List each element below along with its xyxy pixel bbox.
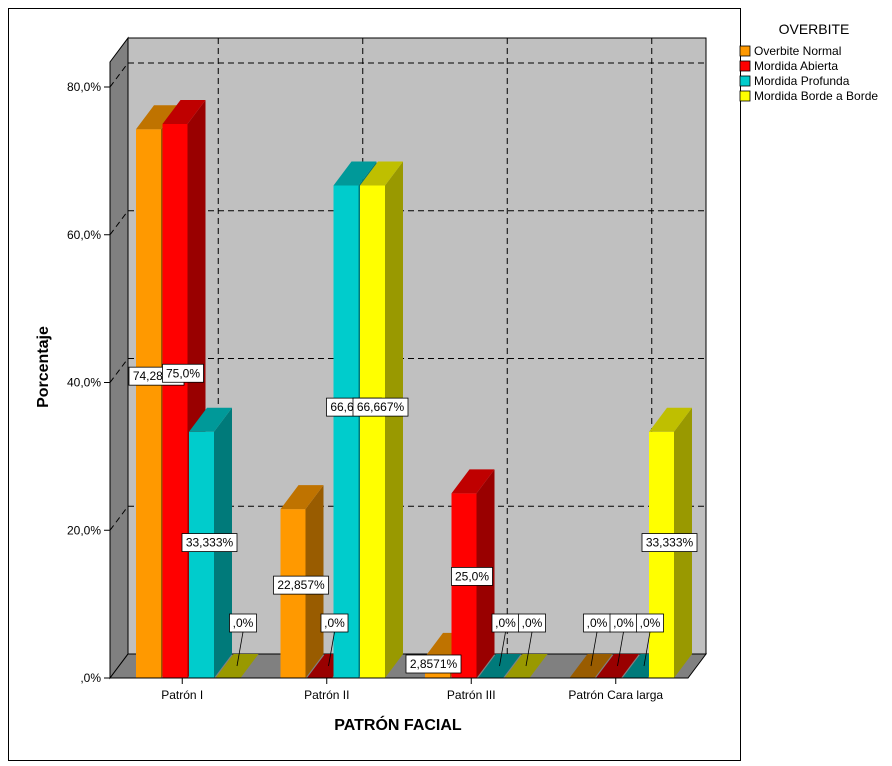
- legend-swatch: [739, 45, 751, 57]
- data-label: ,0%: [495, 616, 516, 630]
- data-label-box: [181, 533, 238, 552]
- x-tick-label: Patrón I: [161, 688, 203, 702]
- legend-swatch: [739, 90, 751, 102]
- y-tick-label: 20,0%: [67, 523, 101, 537]
- data-label: ,0%: [522, 616, 543, 630]
- data-label: 25,0%: [455, 569, 489, 583]
- data-label-leader: [590, 631, 598, 667]
- y-axis-title: Porcentaje: [35, 326, 52, 408]
- bar-top: [360, 161, 403, 186]
- data-label: ,0%: [587, 616, 608, 630]
- bar-top: [451, 469, 495, 494]
- bar-front: [333, 185, 359, 678]
- bar-top: [333, 161, 377, 186]
- gridline-side: [109, 358, 129, 383]
- y-tick-label: ,0%: [80, 671, 101, 685]
- data-label-box: [405, 654, 462, 674]
- legend-title: OVERBITE: [779, 21, 850, 37]
- data-label-leader: [525, 631, 533, 667]
- data-label: ,0%: [324, 616, 345, 630]
- bar: [360, 161, 403, 678]
- y-axis: ,0% 20,0% 40,0% 60,0% 80,0%: [67, 62, 111, 685]
- data-label: ,0%: [613, 616, 634, 630]
- legend-item: Overbite Normal: [754, 44, 841, 58]
- data-label-leader: [499, 631, 506, 667]
- bar-front: [162, 123, 188, 678]
- data-label: ,0%: [640, 616, 661, 630]
- legend-item: Mordida Borde a Borde: [754, 89, 878, 103]
- bar-front: [136, 129, 161, 679]
- data-label-leader: [236, 631, 244, 667]
- bar-top: [280, 485, 324, 510]
- bar: [189, 407, 232, 678]
- x-axis-title: PATRÓN FACIAL: [334, 715, 462, 734]
- bar-front: [649, 431, 674, 678]
- data-label: 33,333%: [646, 536, 694, 550]
- x-tick-label: Patrón II: [304, 688, 349, 702]
- data-label: 22,857%: [277, 578, 325, 592]
- data-label-box: [273, 575, 329, 595]
- gridline-side: [109, 210, 129, 236]
- bar-front: [189, 431, 214, 678]
- bar-side: [385, 161, 403, 678]
- bar-front: [360, 185, 385, 678]
- data-label: 33,333%: [186, 536, 234, 550]
- y-tick-label: 80,0%: [67, 80, 101, 94]
- data-label: 66,667%: [357, 400, 405, 414]
- y-tick-label: 60,0%: [67, 228, 101, 242]
- x-tick-label: Patrón III: [447, 688, 496, 702]
- bars: [136, 99, 692, 679]
- gridline-side: [109, 62, 129, 88]
- data-label-leader: [617, 631, 624, 667]
- data-label-box: [451, 567, 493, 586]
- legend-item: Mordida Profunda: [754, 74, 850, 88]
- data-label: 75,0%: [166, 366, 200, 380]
- data-label-leader: [643, 631, 651, 667]
- x-axis: Patrón I Patrón II Patrón III Patrón Cara l…: [110, 677, 688, 702]
- legend-item: Mordida Abierta: [754, 59, 838, 73]
- y-tick-label: 40,0%: [67, 376, 101, 390]
- legend-swatch: [739, 75, 751, 87]
- data-label-box: [641, 533, 698, 552]
- legend-swatch: [739, 60, 751, 72]
- side-wall: [109, 36, 129, 680]
- x-tick-label: Patrón Cara larga: [568, 688, 663, 702]
- bar-top: [649, 407, 692, 432]
- gridline-side: [109, 505, 129, 531]
- data-label-leader: [328, 631, 335, 667]
- data-label-box: [352, 397, 409, 417]
- data-labels: 74,286%75,0%33,333%,0%22,857%,0%66,667%6…: [128, 363, 698, 674]
- bar-top: [162, 99, 206, 124]
- data-label-box: [162, 363, 204, 383]
- bar-top: [136, 105, 179, 130]
- data-label: ,0%: [233, 616, 254, 630]
- data-label: 2,8571%: [410, 657, 458, 671]
- bar-top: [189, 407, 232, 432]
